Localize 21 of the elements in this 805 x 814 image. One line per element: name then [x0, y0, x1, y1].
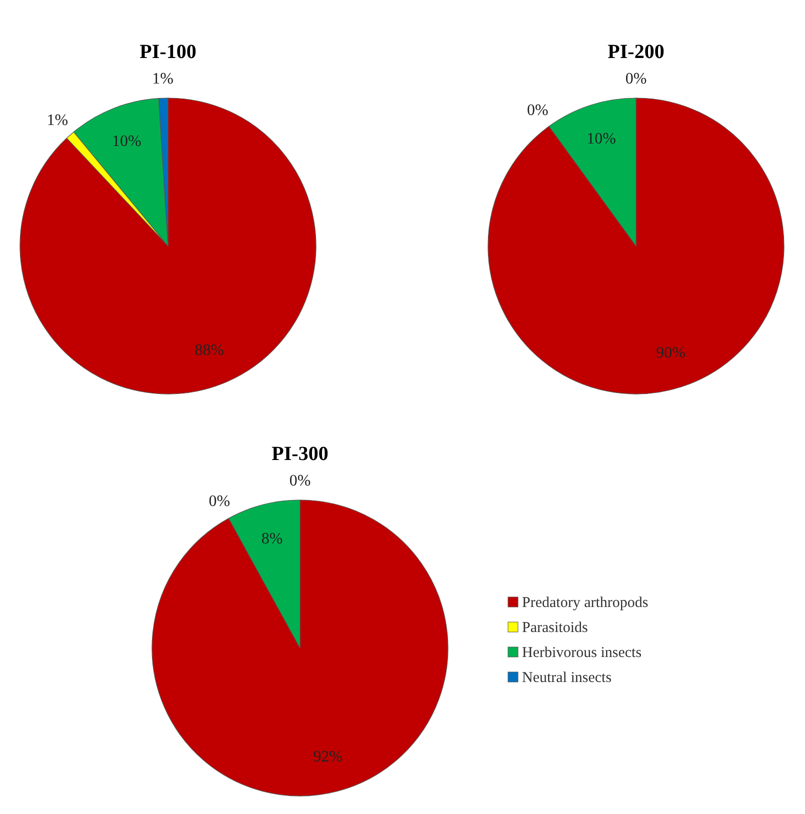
text: 0% [208, 492, 230, 510]
data-label: 8% [261, 530, 283, 548]
text: 0% [289, 472, 311, 490]
legend-label: Neutral insects [522, 670, 612, 686]
chart-title: PI-300 [272, 443, 328, 465]
pie-slice [488, 98, 784, 394]
pie-slice [20, 98, 316, 394]
data-label: 90% [656, 344, 686, 362]
text: 0% [625, 70, 647, 88]
legend-label: Predatory arthropods [522, 595, 648, 611]
chart-title: PI-200 [608, 41, 664, 63]
chart-title: PI-100 [140, 41, 196, 63]
legend-label: Herbivorous insects [522, 645, 642, 661]
data-label: 10% [112, 132, 142, 150]
data-label: 1% [46, 112, 68, 130]
data-label: 1% [152, 70, 174, 88]
data-label: 88% [194, 342, 224, 360]
legend-label: Parasitoids [522, 620, 588, 636]
data-label: 10% [586, 130, 616, 148]
text: 0% [527, 102, 548, 120]
data-label: 92% [313, 748, 343, 766]
